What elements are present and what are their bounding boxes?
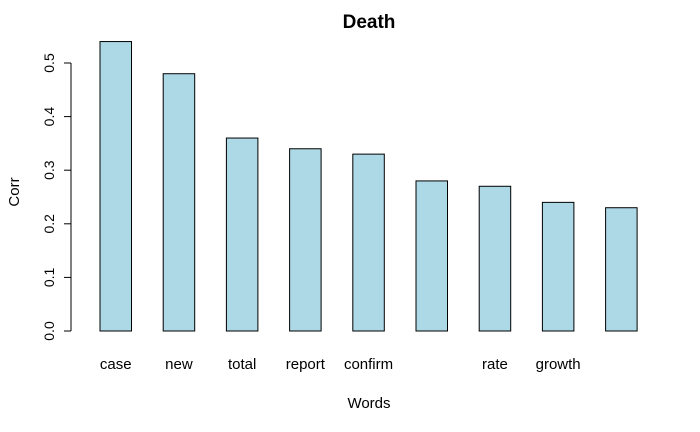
y-tick-label: 0.1 xyxy=(41,267,57,287)
y-axis-label: Corr xyxy=(6,177,23,206)
x-tick-label: total xyxy=(228,356,256,373)
x-tick-label: confirm xyxy=(344,356,393,373)
y-tick-label: 0.2 xyxy=(41,214,57,234)
bar xyxy=(99,41,132,332)
bar xyxy=(415,180,448,332)
y-tick-label: 0.0 xyxy=(41,321,57,341)
x-tick-label: report xyxy=(286,356,326,373)
bar xyxy=(541,201,575,332)
x-axis-label: Words xyxy=(347,395,390,412)
x-category-labels: case new total report confirm rate growth xyxy=(100,356,581,373)
y-tick-label: 0.4 xyxy=(41,107,57,127)
x-tick-label: case xyxy=(100,356,132,373)
chart-title: Death xyxy=(343,12,396,33)
x-tick-label: rate xyxy=(482,356,508,373)
bar xyxy=(225,137,259,332)
bar xyxy=(352,153,385,332)
bar xyxy=(605,207,638,332)
x-tick-label: growth xyxy=(536,356,581,373)
y-axis: 0.0 0.1 0.2 0.3 0.4 0.5 xyxy=(41,53,72,341)
bar xyxy=(289,148,322,332)
bar xyxy=(162,73,196,332)
y-tick-label: 0.5 xyxy=(41,53,57,73)
bars xyxy=(99,41,638,332)
y-tick-label: 0.3 xyxy=(41,160,57,180)
bar xyxy=(478,185,512,332)
x-tick-label: new xyxy=(165,356,193,373)
